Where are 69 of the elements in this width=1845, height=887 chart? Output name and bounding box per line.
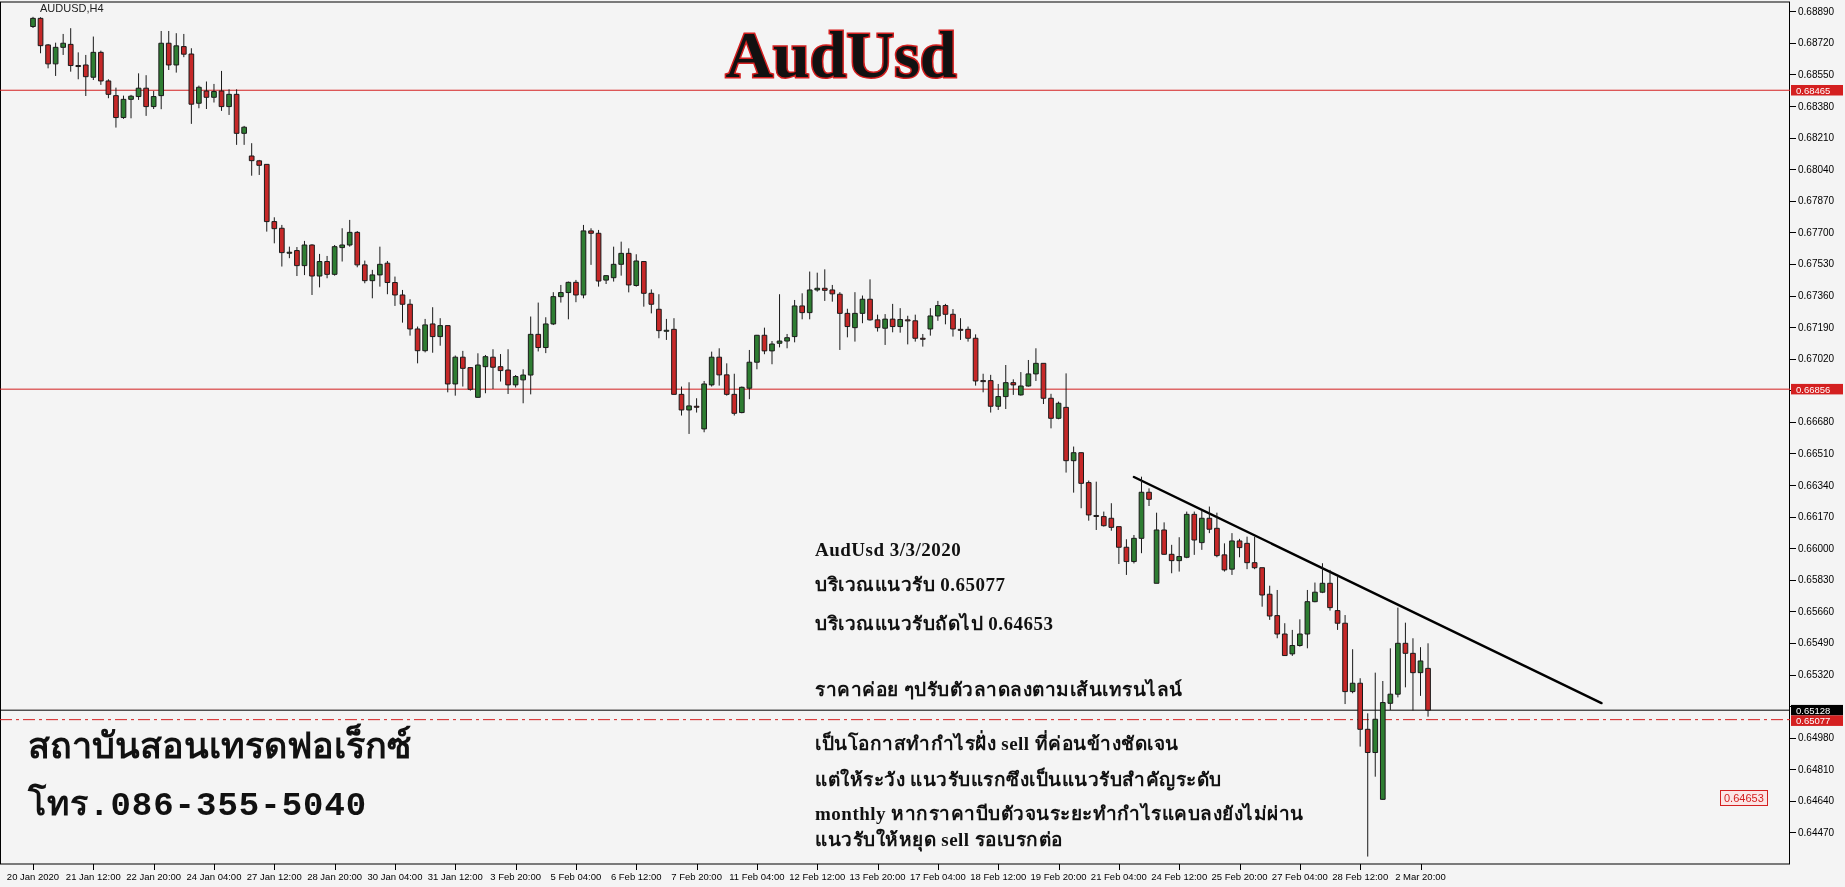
y-tick-label: 0.65320 bbox=[1798, 669, 1835, 680]
x-tick-label: 24 Feb 12:00 bbox=[1151, 871, 1208, 882]
ref-line-label: 0.65128 bbox=[1791, 704, 1843, 716]
ref-line-label: 0.68465 bbox=[1796, 84, 1831, 96]
y-tick-label: 0.67870 bbox=[1798, 195, 1835, 207]
annotation: เป็นโอกาสทำกำไรฝั่ง sell ที่ค่อนข้างชัดเจน bbox=[815, 731, 1179, 757]
annotation: บริเวณแนวรับ 0.65077 bbox=[815, 573, 1006, 597]
x-tick-label: 27 Feb 04:00 bbox=[1271, 871, 1328, 882]
y-tick-label: 0.68720 bbox=[1798, 37, 1835, 49]
y-tick-label: 0.64640 bbox=[1798, 795, 1835, 807]
ref-line-label: 0.68465 bbox=[1791, 84, 1843, 96]
y-tick-label: 0.66000 bbox=[1798, 542, 1835, 554]
annotation: monthly หากราคาบีบตัวจนระยะทำกำไรแคบลงยังไม่ผ่านแนวรับให้หยุด sell รอเบรกต่อ bbox=[815, 802, 1305, 853]
title: AudUsd bbox=[725, 18, 957, 91]
ref-line-label: 0.65077 bbox=[1791, 715, 1843, 727]
y-tick-label: 0.68210 bbox=[1798, 132, 1835, 144]
x-tick-label: 5 Feb 04:00 bbox=[550, 871, 602, 882]
x-tick-label: 12 Feb 12:00 bbox=[789, 871, 846, 882]
ref-line-label: 0.66856 bbox=[1791, 383, 1843, 395]
x-tick-label: 30 Jan 04:00 bbox=[367, 871, 423, 882]
x-tick-label: 6 Feb 12:00 bbox=[610, 871, 662, 882]
x-tick-label: 13 Feb 20:00 bbox=[849, 871, 906, 882]
annotation: สถาบันสอนเทรดฟอเร็กซ์ bbox=[28, 724, 411, 768]
annotation: แต่ให้ระวัง แนวรับแรกซึงเป็นแนวรับสำคัญระดับ bbox=[815, 767, 1222, 793]
annotation: โทร.086-355-5040 bbox=[28, 784, 368, 828]
y-tick-label: 0.65660 bbox=[1798, 605, 1835, 617]
y-tick-label: 0.65830 bbox=[1798, 574, 1835, 586]
x-tick-label: 7 Feb 20:00 bbox=[671, 871, 722, 882]
x-tick-label: 18 Feb 12:00 bbox=[970, 871, 1027, 882]
x-tick-label: 3 Feb 20:00 bbox=[490, 871, 541, 882]
y-tick-label: 0.64470 bbox=[1798, 826, 1835, 838]
ref-line-label: 0.66856 bbox=[1796, 383, 1831, 395]
y-tick-label: 0.67020 bbox=[1798, 353, 1835, 365]
annotation: ราคาค่อย ๆปรับตัวลาดลงตามเส้นเทรนไลน์ bbox=[815, 678, 1183, 702]
annotation: AudUsd 3/3/2020 bbox=[815, 538, 962, 562]
y-tick-label: 0.67530 bbox=[1798, 258, 1835, 270]
x-tick-label: 11 Feb 04:00 bbox=[729, 871, 785, 882]
y-tick-label: 0.68040 bbox=[1798, 163, 1835, 175]
y-tick-label: 0.66680 bbox=[1798, 416, 1835, 428]
y-tick-label: 0.64980 bbox=[1798, 732, 1835, 744]
y-tick-label: 0.67700 bbox=[1798, 226, 1835, 238]
x-tick-label: 27 Jan 12:00 bbox=[246, 871, 302, 882]
x-tick-label: 2 Mar 20:00 bbox=[1395, 871, 1446, 882]
x-tick-label: 31 Jan 12:00 bbox=[427, 871, 483, 882]
ref-line-label: 0.65077 bbox=[1796, 715, 1831, 727]
y-tick-label: 0.68550 bbox=[1798, 68, 1835, 80]
x-tick-label: 24 Jan 04:00 bbox=[186, 871, 242, 882]
x-tick-label: 21 Jan 12:00 bbox=[65, 871, 121, 882]
ref-line-label: 0.65128 bbox=[1796, 704, 1831, 716]
y-tick-label: 0.66340 bbox=[1798, 479, 1835, 491]
annotation: AUDUSD,H4 bbox=[40, 2, 104, 15]
x-tick-label: 17 Feb 04:00 bbox=[909, 871, 966, 882]
y-tick-label: 0.66170 bbox=[1798, 511, 1835, 523]
y-tick-label: 0.67360 bbox=[1798, 290, 1835, 302]
y-tick-label: 0.68380 bbox=[1798, 100, 1835, 112]
x-tick-label: 22 Jan 20:00 bbox=[126, 871, 182, 882]
x-tick-label: 28 Jan 20:00 bbox=[307, 871, 363, 882]
y-tick-label: 0.67190 bbox=[1798, 321, 1835, 333]
x-tick-label: 21 Feb 04:00 bbox=[1090, 871, 1147, 882]
x-tick-label: 25 Feb 20:00 bbox=[1211, 871, 1268, 882]
y-tick-label: 0.65490 bbox=[1798, 637, 1835, 649]
x-tick-label: 28 Feb 12:00 bbox=[1332, 871, 1389, 882]
x-tick-label: 19 Feb 20:00 bbox=[1030, 871, 1087, 882]
y-tick-label: 0.68890 bbox=[1798, 5, 1835, 17]
annotation: บริเวณแนวรับถัดไป 0.64653 bbox=[815, 612, 1054, 636]
x-tick-label: 20 Jan 2020 bbox=[6, 871, 60, 882]
y-tick-label: 0.64810 bbox=[1798, 763, 1835, 775]
price-label: 0.64653 bbox=[1720, 790, 1768, 806]
y-tick-label: 0.66510 bbox=[1798, 447, 1835, 459]
